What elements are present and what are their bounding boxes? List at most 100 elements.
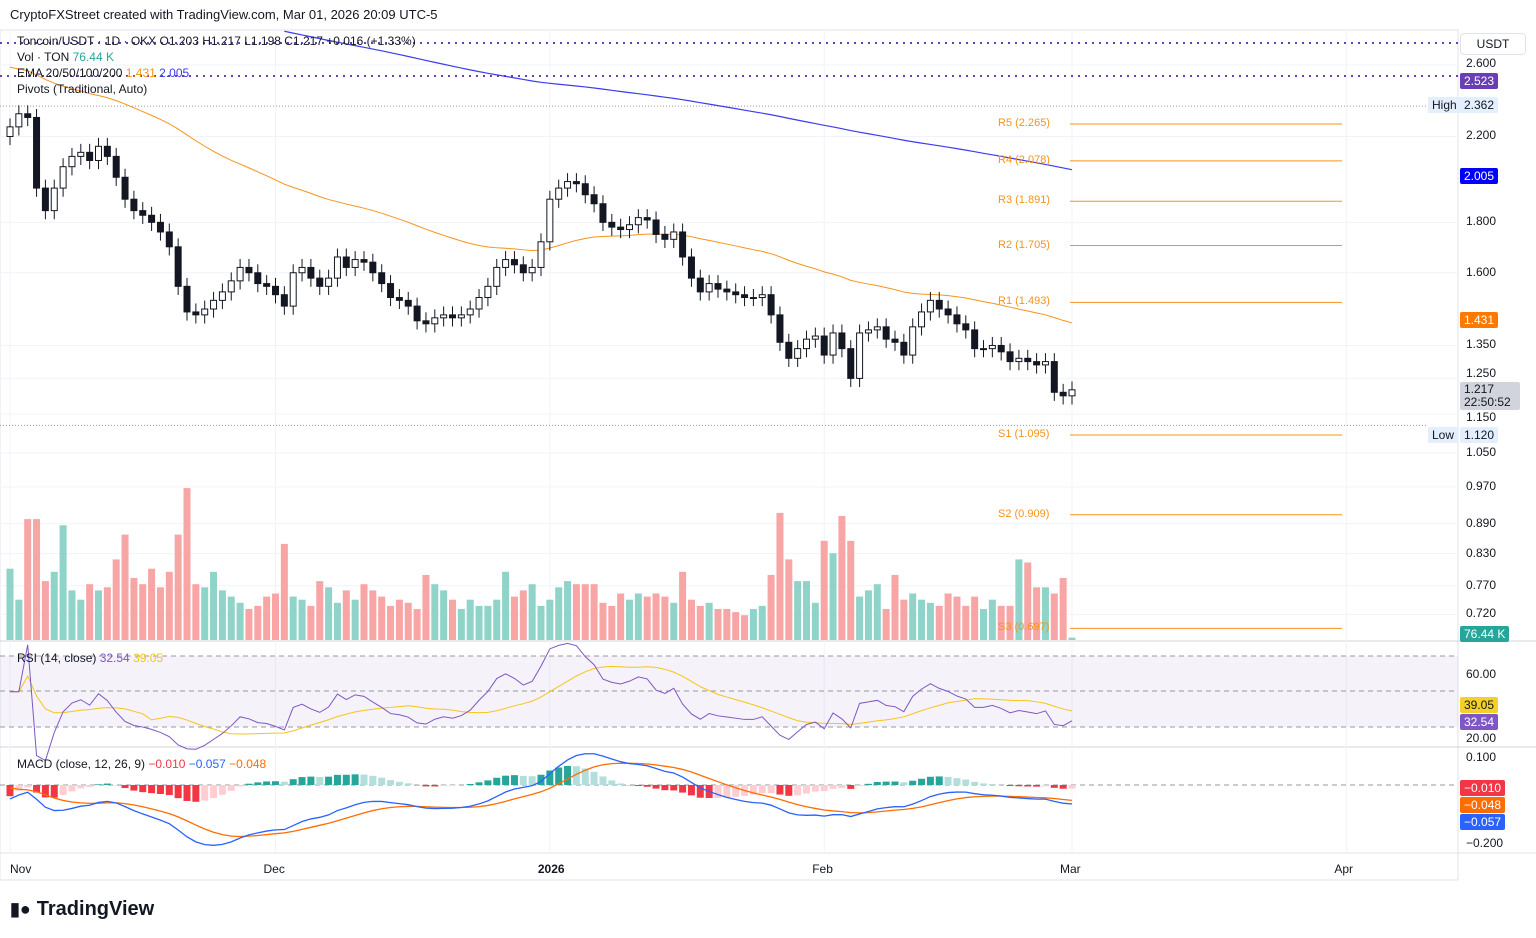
candle-body (369, 261, 377, 274)
macd-signal-tag: −0.048 (1460, 797, 1506, 813)
candle-body (652, 219, 660, 235)
candle-body (971, 329, 979, 350)
volume-bar (192, 584, 200, 640)
time-tick: Nov (10, 862, 32, 876)
currency-button[interactable]: USDT (1460, 33, 1526, 55)
candle-body (900, 341, 908, 356)
candle-body (634, 217, 642, 226)
volume-bar (749, 609, 757, 640)
candle-body (608, 221, 616, 228)
macd-histogram-bar (1015, 785, 1023, 787)
candle-body (626, 224, 633, 231)
macd-histogram-bar (369, 775, 377, 785)
macd-histogram-bar (803, 785, 810, 794)
volume-bar (422, 574, 430, 640)
macd-histogram-bar (1024, 785, 1032, 787)
macd-histogram-bar (909, 780, 917, 785)
volume-bar (971, 596, 979, 640)
candle-body (86, 151, 94, 161)
ema200-line (284, 30, 1073, 171)
macd-histogram-bar (86, 785, 94, 787)
volume-bar (378, 596, 386, 640)
volume-bar (1024, 562, 1032, 640)
macd-histogram-bar (811, 785, 819, 792)
macd-histogram-bar (519, 775, 527, 785)
volume-bar (440, 590, 448, 640)
macd-histogram-bar (236, 785, 244, 787)
volume-bar (431, 584, 439, 640)
candle-body (696, 277, 704, 293)
macd-histogram-bar (918, 778, 926, 785)
volume-bar (794, 581, 802, 640)
candle-body (891, 338, 899, 343)
price-tick: 1.150 (1466, 410, 1497, 424)
volume-bar (15, 599, 23, 640)
candle-body (687, 256, 695, 279)
candle-body (351, 259, 359, 268)
macd-histogram-bar (272, 781, 279, 785)
ohlc-values: O1.203 H1.217 L1.198 C1.217 +0.016 (+1.3… (159, 34, 416, 48)
volume-bar (696, 605, 704, 640)
candle-body (316, 277, 324, 287)
candle-body (440, 314, 448, 319)
macd-histogram-bar (528, 776, 536, 785)
macd-histogram-bar (466, 783, 474, 785)
volume-bar (944, 593, 952, 640)
volume-bar (953, 596, 961, 640)
volume-bar (687, 599, 695, 640)
candle-body (413, 305, 421, 322)
price-tick: 0.890 (1466, 516, 1497, 530)
volume-bar (1050, 593, 1058, 640)
pivot-label: S3 (0.697) (998, 621, 1050, 634)
legend-symbol: Toncoin/USDT · 1D · OKX O1.203 H1.217 L1… (17, 34, 416, 48)
candle-body (803, 338, 810, 350)
volume-bar (395, 599, 403, 640)
candle-body (59, 166, 67, 189)
volume-bar (245, 609, 253, 640)
macd-hist-tag: −0.010 (1460, 780, 1506, 796)
macd-histogram-bar (643, 785, 651, 787)
candle-body (156, 221, 164, 233)
macd-histogram-bar (900, 782, 908, 785)
candle-body (95, 145, 102, 161)
candle-body (926, 299, 934, 313)
high-tag: 2.362 (1460, 97, 1499, 113)
volume-bar (829, 553, 837, 640)
macd-label: MACD (close, 12, 26, 9) (17, 757, 146, 771)
ema-label: EMA 20/50/100/200 (17, 66, 123, 80)
volume-bar (918, 599, 926, 640)
macd-histogram-bar (15, 785, 23, 791)
volume-bar (820, 540, 828, 640)
tradingview-logo[interactable]: ▮● TradingView (10, 898, 154, 921)
volume-bar (555, 587, 563, 640)
volume-bar (449, 599, 456, 640)
macd-histogram-bar (1068, 785, 1076, 789)
candle-body (643, 217, 651, 221)
macd-histogram-bar (510, 775, 518, 785)
macd-histogram-bar (41, 785, 49, 798)
candle-body (820, 335, 828, 356)
macd-histogram-bar (679, 785, 687, 793)
macd-histogram-bar (829, 785, 837, 789)
candle-body (510, 259, 518, 266)
macd-histogram-bar (935, 776, 943, 785)
macd-histogram-bar (59, 785, 67, 795)
macd-histogram-bar (192, 785, 200, 802)
macd-histogram-bar (856, 785, 864, 787)
macd-histogram-bar (148, 785, 156, 794)
candle-body (847, 348, 855, 379)
volume-bar (864, 590, 872, 640)
low-tag: 1.120 (1460, 427, 1499, 443)
volume-bar (254, 605, 262, 640)
volume-bar (183, 488, 191, 640)
volume-bar (210, 571, 218, 640)
macd-histogram-bar (794, 785, 802, 796)
volume-bar (811, 602, 819, 640)
macd-histogram-bar (634, 785, 642, 786)
volume-bar (599, 602, 607, 640)
macd-histogram-bar (24, 785, 32, 788)
ema200-tag: 2.005 (1460, 168, 1499, 184)
macd-histogram-bar (785, 785, 793, 796)
price-tick: 0.970 (1466, 479, 1497, 493)
